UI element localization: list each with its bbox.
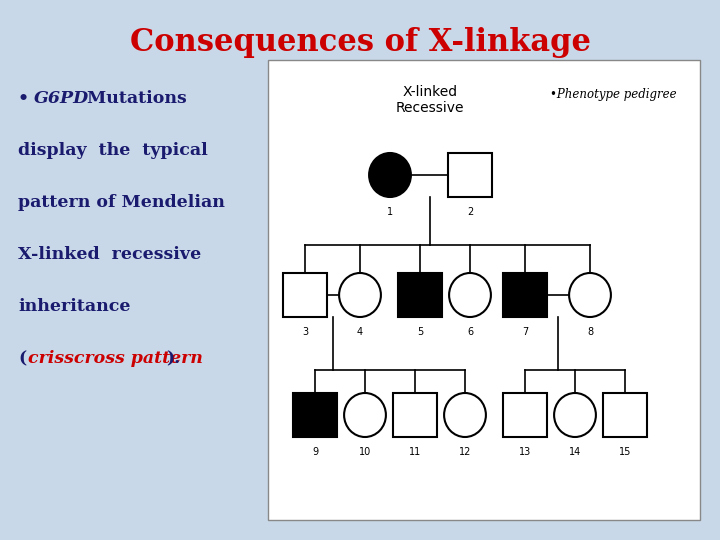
Text: 14: 14	[569, 447, 581, 457]
Text: 1: 1	[387, 207, 393, 217]
Bar	[293, 393, 337, 437]
Bar	[398, 273, 442, 317]
Text: display  the  typical: display the typical	[18, 142, 208, 159]
Bar	[448, 153, 492, 197]
Ellipse shape	[444, 393, 486, 437]
Text: crisscross pattern: crisscross pattern	[28, 350, 203, 367]
Text: 11: 11	[409, 447, 421, 457]
Text: X-linked  recessive: X-linked recessive	[18, 246, 202, 263]
Bar	[283, 273, 327, 317]
Ellipse shape	[344, 393, 386, 437]
Text: Consequences of X-linkage: Consequences of X-linkage	[130, 26, 590, 57]
Ellipse shape	[369, 153, 411, 197]
Text: pattern of Mendelian: pattern of Mendelian	[18, 194, 225, 211]
Text: •Phenotype pedigree: •Phenotype pedigree	[550, 88, 677, 101]
Text: 15: 15	[618, 447, 631, 457]
Ellipse shape	[339, 273, 381, 317]
Ellipse shape	[569, 273, 611, 317]
Text: 7: 7	[522, 327, 528, 337]
Bar	[603, 393, 647, 437]
Bar	[503, 393, 547, 437]
Ellipse shape	[554, 393, 596, 437]
Text: 3: 3	[302, 327, 308, 337]
FancyBboxPatch shape	[268, 60, 700, 520]
Ellipse shape	[449, 273, 491, 317]
Text: G6PD: G6PD	[34, 90, 89, 107]
Bar	[503, 273, 547, 317]
Text: inheritance: inheritance	[18, 298, 130, 315]
Text: (: (	[18, 350, 26, 367]
Text: 10: 10	[359, 447, 371, 457]
Text: 13: 13	[519, 447, 531, 457]
Text: 9: 9	[312, 447, 318, 457]
Bar	[393, 393, 437, 437]
Text: 8: 8	[587, 327, 593, 337]
Text: X-linked
Recessive: X-linked Recessive	[396, 85, 464, 115]
Text: 4: 4	[357, 327, 363, 337]
Text: 2: 2	[467, 207, 473, 217]
Text: Mutations: Mutations	[81, 90, 186, 107]
Text: 12: 12	[459, 447, 471, 457]
Text: 6: 6	[467, 327, 473, 337]
Text: •: •	[18, 90, 35, 107]
Text: ).: ).	[166, 350, 180, 367]
Text: 5: 5	[417, 327, 423, 337]
